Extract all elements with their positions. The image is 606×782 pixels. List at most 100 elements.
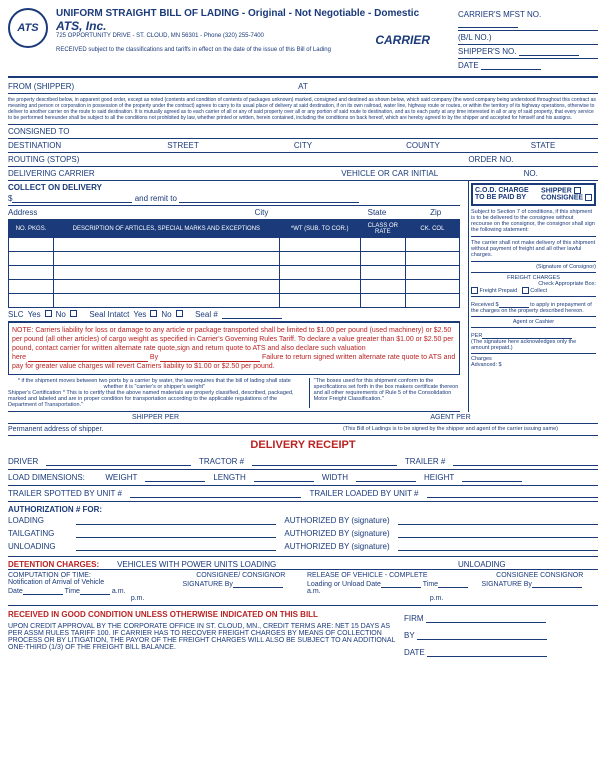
- auth-title: AUTHORIZATION # FOR:: [8, 505, 598, 514]
- received-text: RECEIVED subject to the classifications …: [56, 47, 450, 53]
- from-label: FROM (SHIPPER): [8, 82, 198, 91]
- dimensions-row[interactable]: LOAD DIMENSIONS: WEIGHT LENGTH WIDTH HEI…: [8, 470, 598, 486]
- agent-per: AGENT PER: [303, 414, 598, 421]
- seal-label: Seal Intatct: [89, 310, 129, 319]
- note-section: NOTE: Carriers liability for loss or dam…: [8, 322, 460, 375]
- consignor-sig[interactable]: (Signature of Consignor): [471, 262, 596, 273]
- state2-label: State: [353, 208, 402, 217]
- consigned-label: CONSIGNED TO: [8, 127, 598, 136]
- firm-sig[interactable]: FIRM BY DATE: [404, 610, 598, 661]
- cot-label: COMPUTATION OF TIME:: [8, 572, 174, 579]
- company-address: 725 OPPORTUNITY DRIVE - ST. CLOUD, MN 56…: [56, 33, 367, 47]
- per-row[interactable]: PER(The signature here acknowledges only…: [471, 328, 596, 354]
- logo-icon: ATS: [8, 8, 48, 48]
- shipper-per: SHIPPER PER: [8, 414, 303, 421]
- slc-no-checkbox[interactable]: [70, 310, 77, 317]
- delcar-label: DELIVERING CARRIER: [8, 169, 256, 178]
- county-label: COUNTY: [368, 141, 478, 150]
- cod-sidebar: C.O.D. CHARGETO BE PAID BYSHIPPER CONSIG…: [468, 181, 598, 412]
- rgc-text: RECEIVED IN GOOD CONDITION UNLESS OTHERW…: [8, 610, 396, 619]
- items-table[interactable]: NO. PKGS. DESCRIPTION OF ARTICLES, SPECI…: [8, 220, 460, 308]
- boxes-cert: "The boxes used for this shipment confor…: [309, 378, 460, 408]
- seal-yes-checkbox[interactable]: [150, 310, 157, 317]
- from-row[interactable]: FROM (SHIPPER) AT: [8, 80, 598, 94]
- state-label: STATE: [488, 141, 598, 150]
- collect-checkbox[interactable]: [522, 287, 529, 294]
- header-right: CARRIER'S MFST NO. (B/L NO.) SHIPPER'S N…: [458, 8, 598, 72]
- zip-label: Zip: [411, 208, 460, 217]
- credit-terms: UPON CREDIT APPROVAL BY THE CORPORATE OF…: [8, 619, 396, 651]
- aoc-label[interactable]: Agent or Cashier: [471, 317, 596, 328]
- consignee-checkbox[interactable]: [585, 194, 592, 201]
- table-row[interactable]: [9, 294, 460, 308]
- driver-row[interactable]: DRIVER TRACTOR # TRAILER #: [8, 454, 598, 470]
- auth-loading[interactable]: LOADING AUTHORIZED BY (signature): [8, 514, 598, 527]
- bl-no: (B/L NO.): [458, 31, 598, 45]
- table-row[interactable]: [9, 266, 460, 280]
- shipper-checkbox[interactable]: [574, 187, 581, 194]
- company-name: ATS, Inc.: [56, 19, 450, 33]
- seal-no-checkbox[interactable]: [176, 310, 183, 317]
- mfst-no[interactable]: CARRIER'S MFST NO.: [458, 8, 598, 31]
- table-row[interactable]: [9, 238, 460, 252]
- shipper-no[interactable]: SHIPPER'S NO.: [458, 45, 598, 59]
- th-cls: CLASS OR RATE: [360, 221, 405, 238]
- consigned-row[interactable]: CONSIGNED TO: [8, 125, 598, 139]
- slc-row[interactable]: SLC Yes No Seal Intatct Yes No Seal #: [8, 308, 460, 322]
- th-desc: DESCRIPTION OF ARTICLES, SPECIAL MARKS A…: [54, 221, 280, 238]
- cod-row[interactable]: COLLECT ON DELIVERY $ and remit to: [8, 181, 460, 206]
- detention-section: DETENTION CHARGES: VEHICLES WITH POWER U…: [8, 557, 598, 606]
- date-field[interactable]: DATE: [458, 59, 598, 72]
- cert-section: * if the shipment moves between two port…: [8, 375, 460, 412]
- remit-label: and remit to: [135, 194, 177, 203]
- auth-unloading[interactable]: UNLOADING AUTHORIZED BY (signature): [8, 540, 598, 553]
- auth-tailgating[interactable]: TAILGATING AUTHORIZED BY (signature): [8, 527, 598, 540]
- header: ATS UNIFORM STRAIGHT BILL OF LADING - Or…: [8, 8, 598, 78]
- th-ck: CK. COL: [405, 221, 459, 238]
- delcar-row[interactable]: DELIVERING CARRIER VEHICLE OR CAR INITIA…: [8, 167, 598, 181]
- sign-note: (This Bill of Ladings is to be signed by…: [303, 426, 598, 433]
- auth-section: AUTHORIZATION # FOR: LOADING AUTHORIZED …: [8, 502, 598, 557]
- at-label: AT: [208, 82, 398, 91]
- footer-section: RECEIVED IN GOOD CONDITION UNLESS OTHERW…: [8, 606, 598, 661]
- sec7-text: Subject to Section 7 of conditions, if t…: [471, 206, 596, 237]
- per-row[interactable]: SHIPPER PER AGENT PER: [8, 412, 598, 424]
- routing-row[interactable]: ROUTING (STOPS) ORDER NO.: [8, 153, 598, 167]
- water-note: * if the shipment moves between two port…: [8, 378, 301, 390]
- city2-label: City: [180, 208, 342, 217]
- order-label: ORDER NO.: [266, 155, 514, 164]
- routing-label: ROUTING (STOPS): [8, 155, 256, 164]
- no-label: NO.: [524, 169, 598, 178]
- cons-label: CONSIGNEE CONSIGNOR: [481, 572, 598, 579]
- th-pkgs: NO. PKGS.: [9, 221, 54, 238]
- charges-row: ChargesAdvanced: $: [471, 354, 596, 370]
- sealn-label: Seal #: [195, 310, 218, 319]
- prepaid-checkbox[interactable]: [471, 287, 478, 294]
- slc-label: SLC: [8, 310, 24, 319]
- trailer-unit-row[interactable]: TRAILER SPOTTED BY UNIT # TRAILER LOADED…: [8, 486, 598, 502]
- delivery-receipt-title: DELIVERY RECEIPT: [8, 436, 598, 454]
- cod-label: COLLECT ON DELIVERY: [8, 183, 460, 192]
- carrier-label: CARRIER: [375, 33, 430, 47]
- paddr-label: Permanent address of shipper.: [8, 426, 303, 433]
- addr-label: Address: [8, 208, 170, 217]
- det-title: DETENTION CHARGES:: [8, 560, 99, 569]
- header-mid: UNIFORM STRAIGHT BILL OF LADING - Origin…: [56, 8, 450, 72]
- slc-yes-checkbox[interactable]: [45, 310, 52, 317]
- vci-label: VEHICLE OR CAR INITIAL: [266, 169, 514, 178]
- recv-text[interactable]: Received $ to apply in prepayment of the…: [471, 297, 596, 317]
- table-row[interactable]: [9, 252, 460, 266]
- nodeliv-text: The carrier shall not make delivery of t…: [471, 237, 596, 262]
- fine-print: the property described below, in apparen…: [8, 94, 598, 125]
- street-label: STREET: [128, 141, 238, 150]
- dest-label: DESTINATION: [8, 141, 118, 150]
- paddr-row[interactable]: Permanent address of shipper. (This Bill…: [8, 424, 598, 436]
- city-label: CITY: [248, 141, 358, 150]
- dest-row[interactable]: DESTINATION STREET CITY COUNTY STATE: [8, 139, 598, 153]
- shipper-cert: Shipper's Certification * This is to cer…: [8, 390, 301, 408]
- doc-title: UNIFORM STRAIGHT BILL OF LADING - Origin…: [56, 8, 450, 19]
- addr-row[interactable]: Address City State Zip: [8, 206, 460, 220]
- table-row[interactable]: [9, 280, 460, 294]
- rvc-label: RELEASE OF VEHICLE - COMPLETE: [307, 572, 473, 579]
- det-fields[interactable]: Notification of Arrival of VehicleDate T…: [8, 579, 598, 602]
